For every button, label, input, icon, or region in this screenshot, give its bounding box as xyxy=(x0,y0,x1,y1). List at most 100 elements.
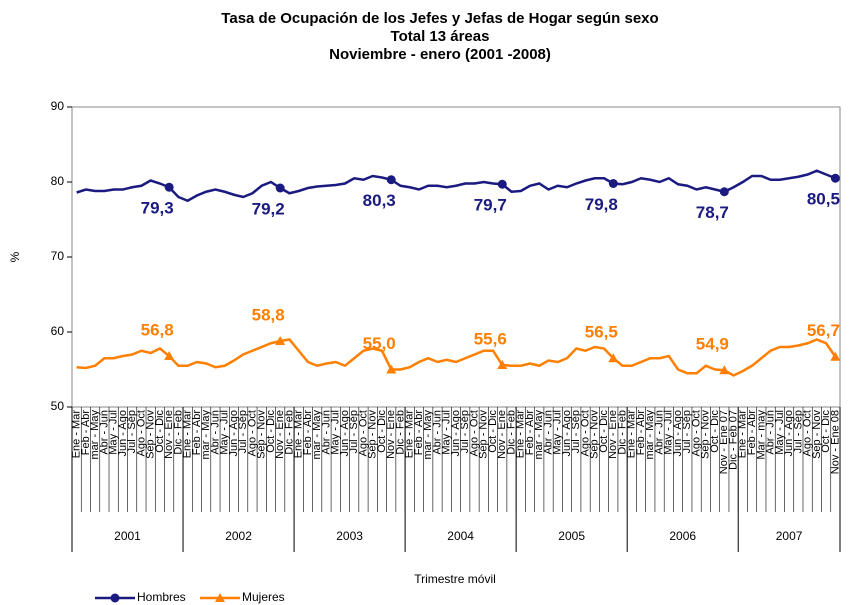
x-tick-label: Sep - Nov xyxy=(256,410,268,459)
x-tick-label: Dic - Feb 07 xyxy=(727,410,739,470)
x-tick-label: Sep - Nov xyxy=(589,410,601,459)
x-tick-label: Sep - Nov xyxy=(700,410,712,459)
marker xyxy=(164,351,175,360)
x-tick-label: Jul - Sep xyxy=(792,410,804,453)
value-label: 56,7 xyxy=(807,321,840,340)
x-tick-label: Feb - Abr xyxy=(413,410,425,456)
x-tick-label: Oct - Dic xyxy=(154,410,166,453)
x-tick-label: Nov - Ene xyxy=(385,410,397,459)
x-tick-label: Oct - Dic xyxy=(487,410,499,453)
legend-label: Hombres xyxy=(137,590,186,604)
x-tick-label: Jun - Ago xyxy=(783,410,795,456)
x-tick-label: mar - May xyxy=(644,410,656,460)
x-tick-label: Sep - Nov xyxy=(367,410,379,459)
x-tick-label: Nov - Ene xyxy=(274,410,286,459)
value-label: 56,5 xyxy=(585,323,618,342)
x-axis-label: Trimestre móvil xyxy=(414,572,496,586)
x-tick-label: mar - May xyxy=(311,410,323,460)
x-tick-label: mar - May xyxy=(422,410,434,460)
x-tick-label: Jul - Sep xyxy=(681,410,693,453)
group-label: 2006 xyxy=(669,529,696,543)
x-tick-label: Sep - Nov xyxy=(478,410,490,459)
marker xyxy=(719,365,730,375)
x-tick-label: Dic - Feb xyxy=(505,410,517,455)
value-label: 79,2 xyxy=(252,199,285,218)
x-tick-label: Nov - Ene xyxy=(163,410,175,459)
x-tick-label: Ago - Oct xyxy=(135,410,147,456)
x-tick-label: Jul - Sep xyxy=(570,410,582,453)
x-tick-label: Oct - Dic xyxy=(709,410,721,453)
x-tick-label: Jun - Ago xyxy=(117,410,129,456)
y-tick-label: 50 xyxy=(51,399,65,413)
x-tick-label: Jul - Sep xyxy=(126,410,138,453)
x-tick-label: Ago - Oct xyxy=(468,410,480,456)
group-label: 2007 xyxy=(776,529,803,543)
x-tick-label: Ago - Oct xyxy=(802,410,814,456)
value-label: 80,3 xyxy=(363,191,396,210)
x-tick-label: May - Jul xyxy=(774,410,786,455)
x-tick-label: Nov - Ene 08 xyxy=(829,410,841,474)
chart-subtitle: Noviembre - enero (2001 -2008) xyxy=(329,46,551,63)
marker xyxy=(830,173,840,183)
value-label: 78,7 xyxy=(696,203,729,222)
y-axis-label: % xyxy=(8,251,22,262)
series-line xyxy=(76,169,836,203)
marker xyxy=(497,179,507,189)
x-tick-label: Feb - Abr xyxy=(524,410,536,456)
marker xyxy=(830,351,841,361)
x-tick-label: Sep - Nov xyxy=(811,410,823,459)
x-tick-label: Ago - Oct xyxy=(246,410,258,456)
x-tick-label: Ago - Oct xyxy=(579,410,591,456)
group-label: 2002 xyxy=(225,529,252,543)
x-tick-label: Oct - Dic xyxy=(376,410,388,453)
x-tick-label: Dic - Feb xyxy=(616,410,628,455)
marker xyxy=(164,182,174,192)
x-tick-label: Ene - Mar xyxy=(182,410,194,459)
x-tick-label: Jul - Sep xyxy=(459,410,471,453)
group-label: 2004 xyxy=(447,529,474,543)
x-tick-label: Oct - Dic xyxy=(265,410,277,453)
x-tick-label: May - Jul xyxy=(219,410,231,455)
x-tick-label: Feb - Abr xyxy=(80,410,92,456)
x-tick-label: Abr - Jun xyxy=(765,410,777,455)
x-tick-label: Oct - Dic xyxy=(820,410,832,453)
chart-subtitle: Total 13 áreas xyxy=(391,28,490,45)
y-tick-label: 70 xyxy=(51,249,65,263)
value-label: 79,3 xyxy=(141,199,174,218)
series-line xyxy=(76,338,837,377)
x-tick-label: Abr - Jun xyxy=(542,410,554,455)
x-tick-label: Ene - Mar xyxy=(626,410,638,459)
x-tick-label: Dic - Feb xyxy=(394,410,406,455)
marker xyxy=(110,593,120,603)
x-tick-label: Ene - Mar xyxy=(515,410,527,459)
y-tick-label: 60 xyxy=(51,324,65,338)
x-tick-label: mar - May xyxy=(200,410,212,460)
x-tick-label: Jun - Ago xyxy=(450,410,462,456)
x-tick-label: Ago - Oct xyxy=(690,410,702,456)
x-tick-label: Abr - Jun xyxy=(653,410,665,455)
x-tick-label: Sep - Nov xyxy=(145,410,157,459)
y-tick-label: 80 xyxy=(51,174,65,188)
marker xyxy=(215,593,225,602)
marker xyxy=(275,336,286,345)
x-tick-label: Ene - Mar xyxy=(71,410,83,459)
y-tick-label: 90 xyxy=(51,99,65,113)
x-tick-label: Mar - may xyxy=(755,410,767,460)
marker xyxy=(386,364,397,374)
value-label: 55,6 xyxy=(474,329,507,348)
x-tick-label: Nov - Ene xyxy=(607,410,619,459)
x-tick-label: Abr - Jun xyxy=(209,410,221,455)
group-label: 2005 xyxy=(558,529,585,543)
x-tick-label: Dic - Feb xyxy=(283,410,295,455)
x-tick-label: May - Jul xyxy=(108,410,120,455)
chart-title: Tasa de Ocupación de los Jefes y Jefas d… xyxy=(221,10,658,27)
x-tick-label: May - Jul xyxy=(663,410,675,455)
value-label: 79,8 xyxy=(585,195,618,214)
x-tick-label: Feb - Abr xyxy=(302,410,314,456)
group-label: 2003 xyxy=(336,529,363,543)
x-tick-label: Abr - Jun xyxy=(320,410,332,455)
marker xyxy=(719,187,729,197)
marker xyxy=(497,360,508,369)
value-label: 58,8 xyxy=(252,305,285,324)
